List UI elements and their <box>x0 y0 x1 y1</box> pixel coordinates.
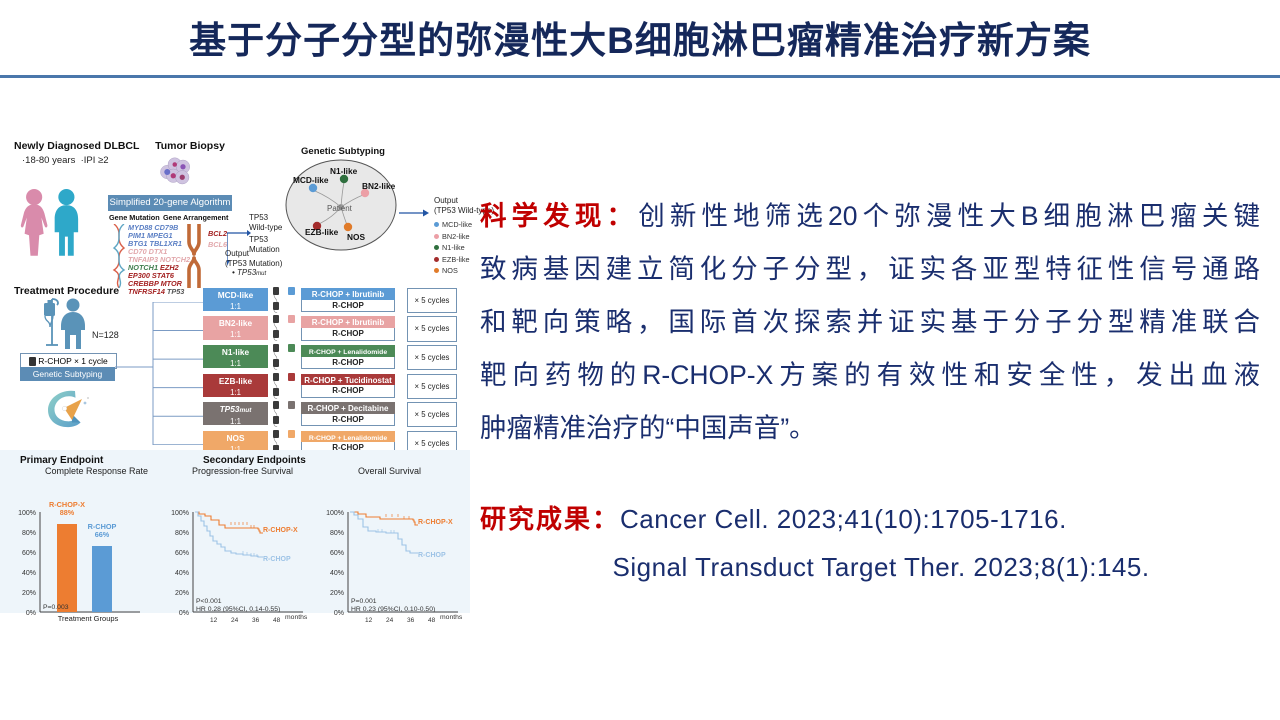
svg-text:40%: 40% <box>22 570 36 577</box>
svg-text:P<0.001: P<0.001 <box>196 598 222 605</box>
svg-text:100%: 100% <box>18 510 36 517</box>
svg-text:80%: 80% <box>22 530 36 537</box>
svg-text:0%: 0% <box>179 610 189 617</box>
svg-text:months: months <box>285 614 308 621</box>
svg-text:R-CHOP-X: R-CHOP-X <box>418 519 453 526</box>
svg-text:P=0.003: P=0.003 <box>43 604 69 611</box>
svg-text:R-CHOP: R-CHOP <box>418 552 446 559</box>
svg-text:24: 24 <box>386 617 394 623</box>
svg-text:20%: 20% <box>330 590 344 597</box>
svg-text:100%: 100% <box>326 510 344 517</box>
svg-text:88%: 88% <box>60 508 75 517</box>
svg-text:60%: 60% <box>175 550 189 557</box>
svg-text:60%: 60% <box>22 550 36 557</box>
svg-text:80%: 80% <box>175 530 189 537</box>
svg-text:48: 48 <box>273 617 281 623</box>
svg-text:HR 0.23 (95%CI, 0.10-0.50): HR 0.23 (95%CI, 0.10-0.50) <box>351 606 435 613</box>
svg-text:R-CHOP-X: R-CHOP-X <box>263 527 298 534</box>
svg-text:36: 36 <box>407 617 415 623</box>
svg-text:40%: 40% <box>175 570 189 577</box>
svg-text:20%: 20% <box>22 590 36 597</box>
svg-text:12: 12 <box>365 617 373 623</box>
svg-text:12: 12 <box>210 617 218 623</box>
svg-text:0%: 0% <box>26 610 36 617</box>
svg-text:48: 48 <box>428 617 436 623</box>
svg-text:0%: 0% <box>334 610 344 617</box>
svg-text:36: 36 <box>252 617 260 623</box>
svg-text:Treatment Groups: Treatment Groups <box>58 614 119 623</box>
svg-text:40%: 40% <box>330 570 344 577</box>
svg-text:P=0.001: P=0.001 <box>351 598 377 605</box>
svg-text:R-CHOP: R-CHOP <box>263 556 291 563</box>
svg-text:20%: 20% <box>175 590 189 597</box>
svg-text:HR 0.28 (95%CI, 0.14-0.55): HR 0.28 (95%CI, 0.14-0.55) <box>196 606 280 613</box>
svg-text:66%: 66% <box>95 530 110 539</box>
svg-text:24: 24 <box>231 617 239 623</box>
svg-text:months: months <box>440 614 463 621</box>
svg-text:100%: 100% <box>171 510 189 517</box>
svg-text:80%: 80% <box>330 530 344 537</box>
svg-text:60%: 60% <box>330 550 344 557</box>
